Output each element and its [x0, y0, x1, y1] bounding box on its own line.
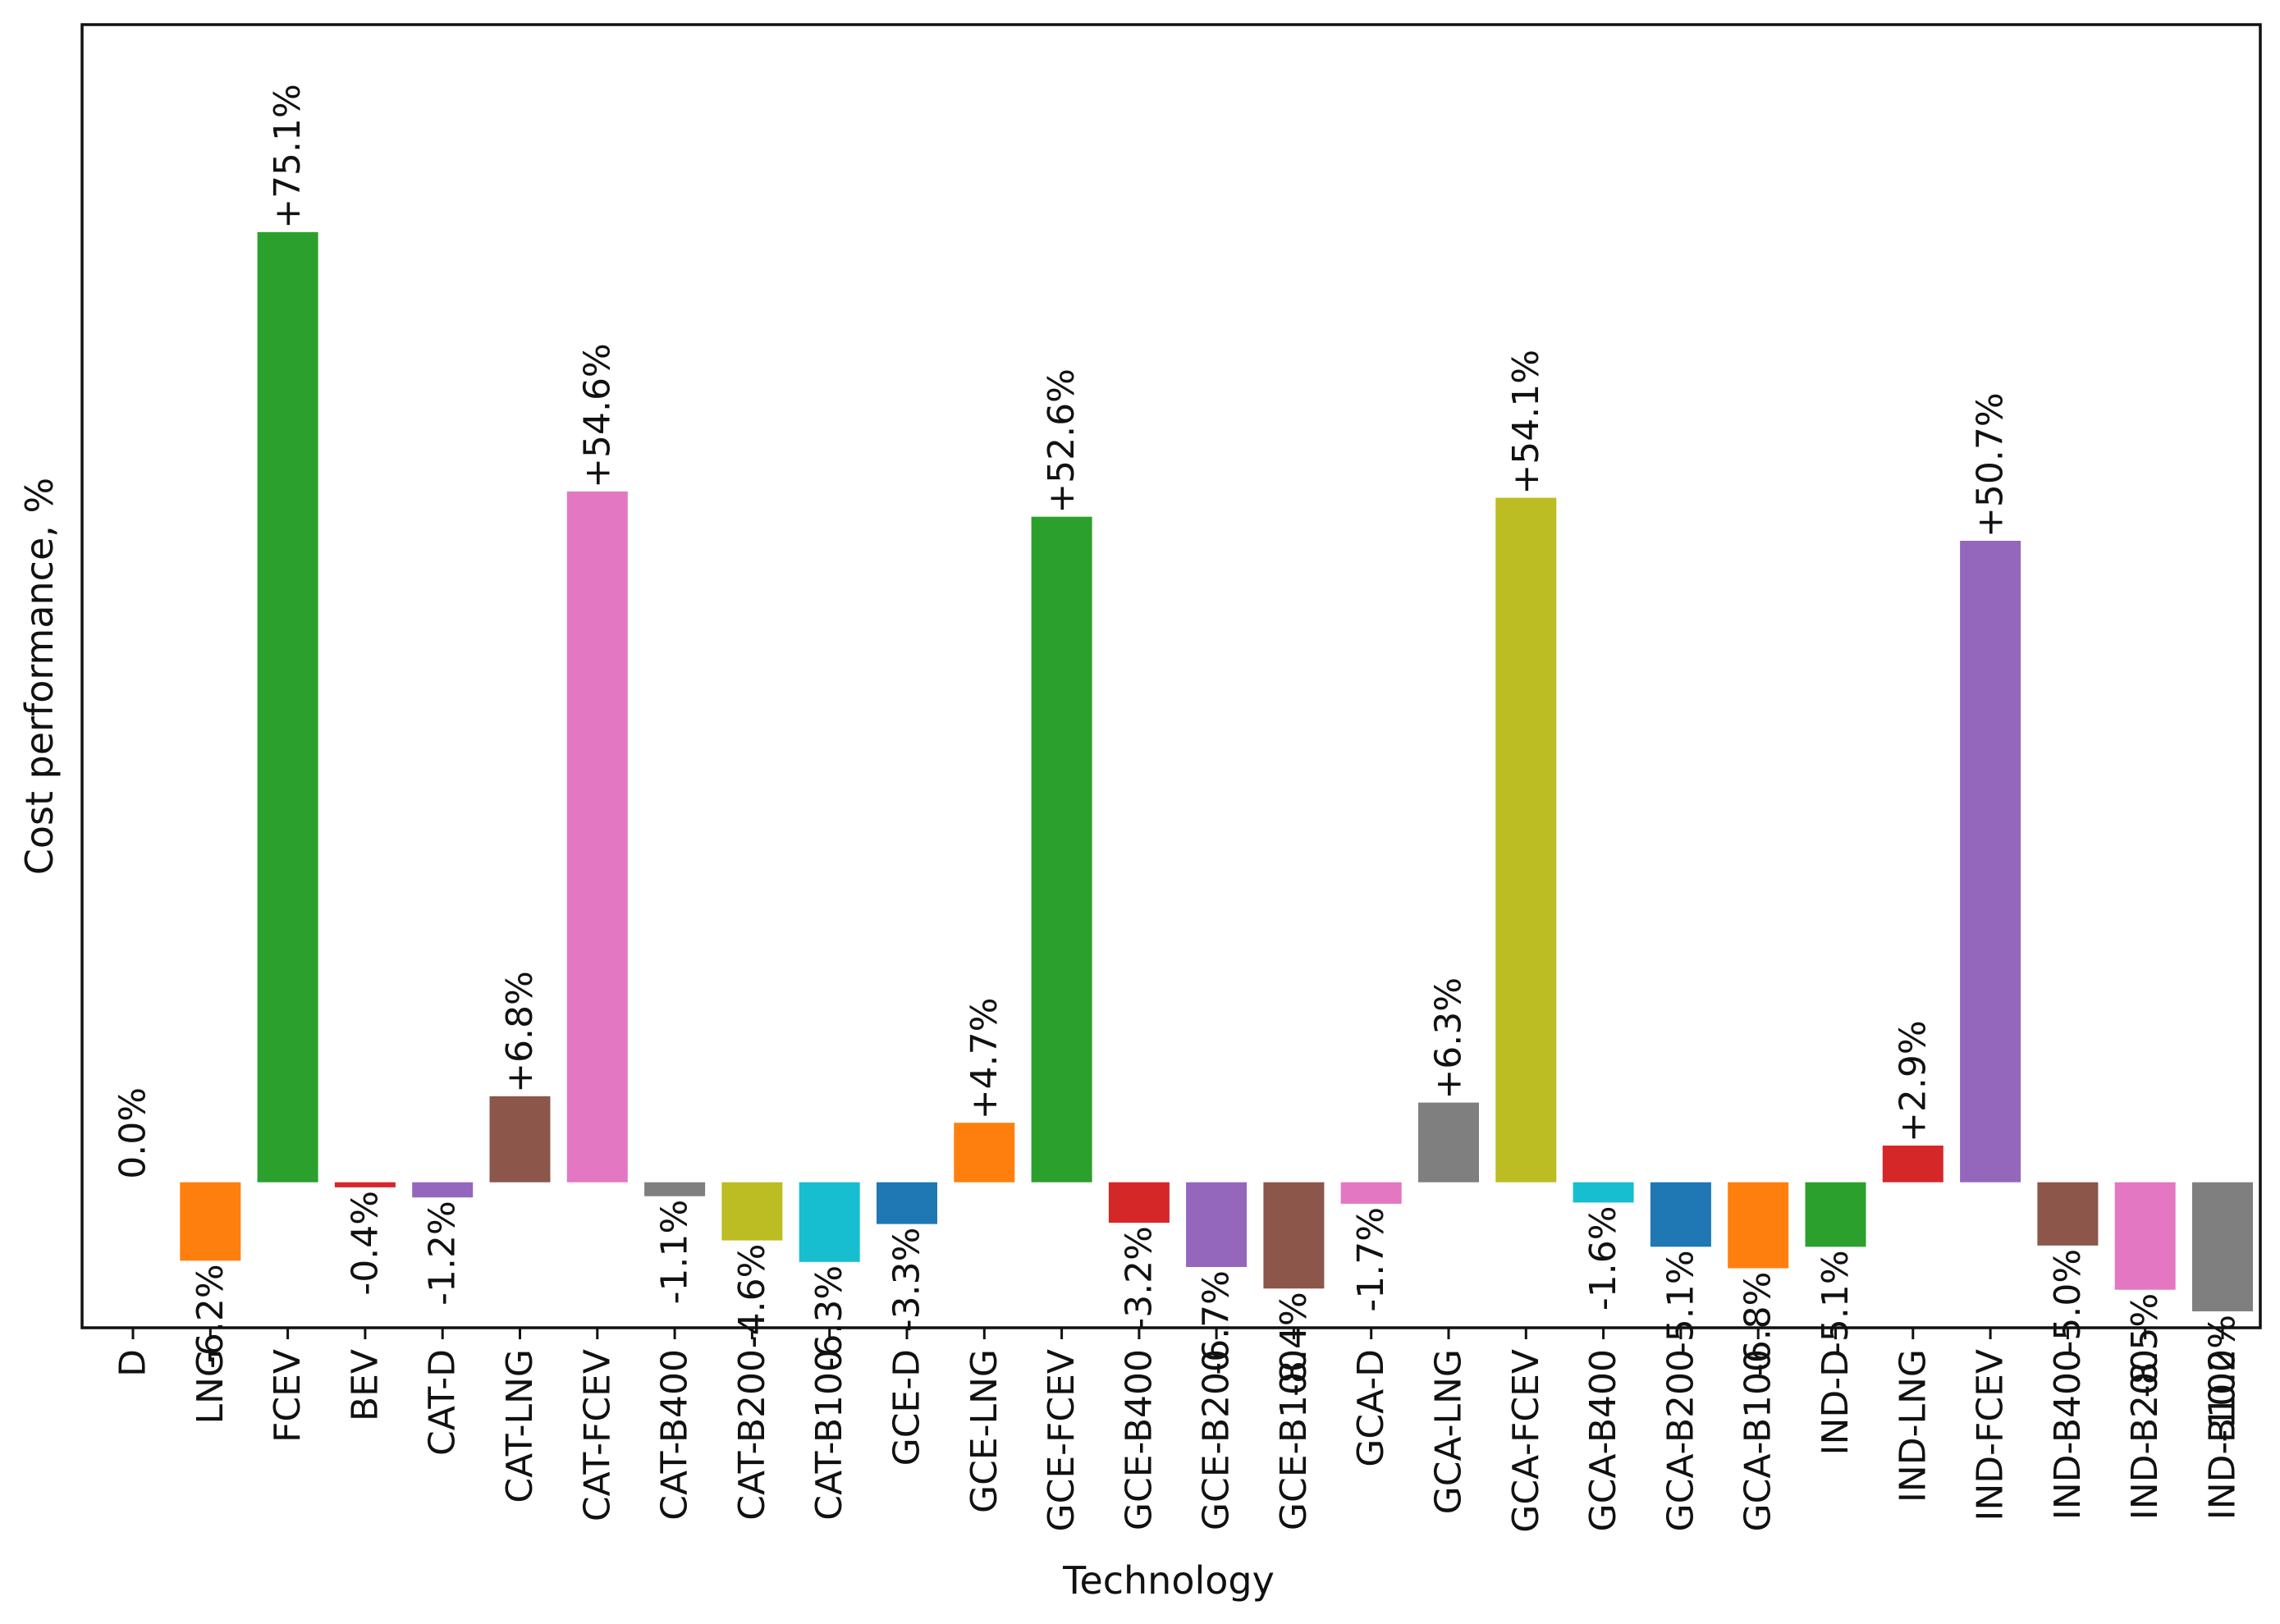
- x-axis-title: Technology: [1062, 1558, 1275, 1603]
- bar-gca-b400: [1573, 1182, 1634, 1203]
- value-label-gca-lng: +6.3%: [1428, 977, 1470, 1100]
- x-tick-label-gca-b100: GCA-B100: [1737, 1349, 1779, 1531]
- bar-gce-b400: [1108, 1182, 1170, 1223]
- bar-gce-lng: [954, 1123, 1015, 1183]
- bar-cat-b400: [644, 1182, 706, 1196]
- bar-lng: [180, 1182, 241, 1261]
- bar-ind-b400: [2037, 1182, 2099, 1246]
- value-label-gce-lng: +4.7%: [964, 998, 1005, 1120]
- value-label-gca-d: -1.7%: [1350, 1207, 1392, 1312]
- x-tick-label-gca-b400: GCA-B400: [1582, 1349, 1624, 1531]
- bar-ind-lng: [1882, 1146, 1943, 1183]
- bar-cat-lng: [489, 1096, 551, 1183]
- x-tick-label-gca-lng: GCA-LNG: [1428, 1349, 1470, 1514]
- value-label-bev: -0.4%: [344, 1191, 386, 1296]
- x-tick-label-ind-b100: IND-B100: [2202, 1349, 2244, 1520]
- bars-group: [180, 231, 2253, 1311]
- value-label-d: 0.0%: [112, 1087, 154, 1179]
- value-label-cat-d: -1.2%: [422, 1201, 464, 1306]
- value-label-ind-fcev: +50.7%: [1970, 392, 2012, 538]
- x-tick-label-cat-lng: CAT-LNG: [499, 1349, 541, 1503]
- x-tick-label-gca-d: GCA-D: [1350, 1349, 1392, 1467]
- bar-gce-d: [877, 1182, 937, 1224]
- value-label-cat-b100: -6.3%: [808, 1265, 850, 1370]
- bar-cat-d: [412, 1182, 474, 1198]
- x-tick-label-bev: BEV: [344, 1349, 386, 1421]
- bar-ind-b100: [2192, 1182, 2253, 1311]
- x-tick-label-gca-b200: GCA-B200: [1660, 1349, 1701, 1531]
- bar-gca-fcev: [1495, 497, 1557, 1183]
- bar-cat-fcev: [566, 491, 628, 1183]
- value-label-cat-lng: +6.8%: [499, 971, 541, 1093]
- bar-gce-b200: [1186, 1182, 1248, 1267]
- x-tick-label-cat-fcev: CAT-FCEV: [576, 1349, 618, 1521]
- value-label-gca-fcev: +54.1%: [1505, 350, 1547, 495]
- bar-ind-fcev: [1960, 541, 2021, 1183]
- bar-ind-b200: [2114, 1182, 2176, 1290]
- bar-ind-d: [1805, 1182, 1866, 1247]
- x-tick-label-ind-lng: IND-LNG: [1892, 1349, 1934, 1503]
- x-axis-ticks: [131, 1328, 2224, 1339]
- x-tick-label-gce-fcev: GCE-FCEV: [1041, 1349, 1083, 1531]
- x-tick-label-fcev: FCEV: [267, 1349, 309, 1443]
- x-tick-label-gca-fcev: GCA-FCEV: [1505, 1349, 1547, 1533]
- bar-fcev: [257, 231, 318, 1183]
- bar-gce-fcev: [1031, 516, 1092, 1183]
- x-tick-label-gce-b400: GCE-B400: [1118, 1349, 1160, 1530]
- value-label-gca-b100: -6.8%: [1737, 1272, 1779, 1377]
- x-tick-label-d: D: [112, 1349, 154, 1377]
- bar-bev: [334, 1182, 396, 1187]
- y-axis-title: Cost performance, %: [17, 478, 62, 875]
- x-tick-label-ind-b400: IND-B400: [2047, 1349, 2089, 1520]
- value-label-gce-d: -3.3%: [886, 1228, 928, 1333]
- value-label-gce-b400: -3.2%: [1118, 1226, 1160, 1331]
- bar-cat-b100: [799, 1182, 860, 1262]
- x-tick-label-ind-fcev: IND-FCEV: [1970, 1349, 2012, 1521]
- bar-cat-b200: [721, 1182, 783, 1241]
- value-label-lng: -6.2%: [190, 1264, 231, 1369]
- x-tick-label-ind-d: IND-D: [1815, 1349, 1857, 1456]
- x-axis-tick-labels: D LNG FCEV BEV CAT-D CAT-LNG CAT-FCEV CAT-B400 C…: [112, 1349, 2244, 1533]
- value-label-gce-fcev: +52.6%: [1041, 368, 1083, 514]
- value-label-ind-lng: +2.9%: [1892, 1020, 1934, 1142]
- bar-gca-b100: [1728, 1182, 1789, 1269]
- x-tick-label-cat-b100: CAT-B100: [808, 1349, 850, 1521]
- x-tick-label-cat-d: CAT-D: [422, 1349, 464, 1456]
- bar-gca-lng: [1418, 1102, 1479, 1183]
- value-label-cat-b400: -1.1%: [654, 1200, 696, 1305]
- bar-gca-d: [1340, 1182, 1402, 1204]
- value-label-gca-b400: -1.6%: [1582, 1205, 1624, 1311]
- bar-gca-b200: [1650, 1182, 1711, 1247]
- value-label-ind-b200: -8.5%: [2124, 1293, 2166, 1398]
- plot-area-frame: [80, 23, 2262, 1329]
- bar-gce-b100: [1263, 1182, 1325, 1289]
- x-tick-label-cat-b400: CAT-B400: [654, 1349, 696, 1521]
- x-tick-label-gce-d: GCE-D: [886, 1349, 928, 1466]
- value-labels-group: 0.0% -6.2% +75.1% -0.4% -1.2% +6.8% +54.6% -1.1…: [112, 84, 2244, 1443]
- x-tick-label-lng: LNG: [190, 1349, 231, 1425]
- x-tick-label-cat-b200: CAT-B200: [731, 1349, 773, 1521]
- value-label-gce-b100: -8.4%: [1273, 1292, 1315, 1397]
- value-label-gce-b200: -6.7%: [1196, 1270, 1238, 1375]
- x-tick-label-gce-b200: GCE-B200: [1196, 1349, 1238, 1530]
- x-tick-label-gce-lng: GCE-LNG: [964, 1349, 1005, 1513]
- x-tick-label-gce-b100: GCE-B100: [1273, 1349, 1315, 1530]
- x-tick-label-ind-b200: IND-B200: [2124, 1349, 2166, 1520]
- value-label-cat-fcev: +54.6%: [576, 343, 618, 488]
- value-label-fcev: +75.1%: [267, 84, 309, 229]
